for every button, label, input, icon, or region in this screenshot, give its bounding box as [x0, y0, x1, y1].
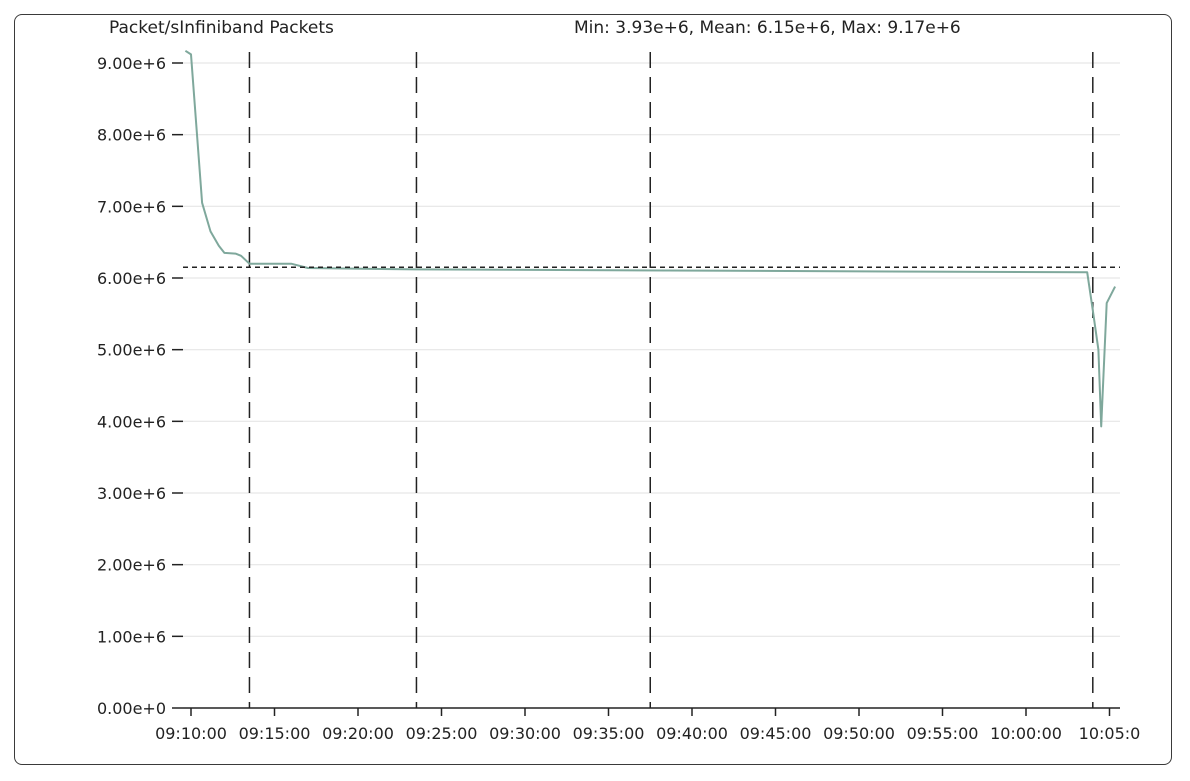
x-tick-label: 09:40:00 [656, 724, 728, 743]
x-tick-label: 09:55:00 [907, 724, 979, 743]
y-tick-label: 4.00e+6 [97, 412, 166, 431]
x-tick-label: 09:35:00 [573, 724, 645, 743]
y-tick-label: 1.00e+6 [97, 627, 166, 646]
series-line [184, 49, 1116, 428]
event-markers [248, 52, 1094, 708]
y-tick-label: 8.00e+6 [97, 126, 166, 145]
x-tick-label: 09:15:00 [239, 724, 311, 743]
x-tick-label: 09:10:00 [155, 724, 227, 743]
chart-panel [14, 14, 1172, 765]
y-tick-label: 2.00e+6 [97, 556, 166, 575]
y-tick-label: 6.00e+6 [97, 269, 166, 288]
series-layer [184, 49, 1116, 428]
x-axis: 09:10:00 09:15:00 09:20:00 09:25:00 09:30:00… [155, 707, 1141, 743]
x-tick-label: 10:00:00 [990, 724, 1062, 743]
y-tick-label: 9.00e+6 [97, 54, 166, 73]
y-tick-label: 0.00e+0 [97, 699, 166, 718]
y-axis: 0.00e+0 1.00e+6 2.00e+6 3.00e+6 4.00e+6 5.00e… [97, 54, 183, 718]
stats-summary: Min: 3.93e+6, Mean: 6.15e+6, Max: 9.17e+… [574, 18, 961, 38]
x-tick-label: 10:05:0 [1079, 724, 1141, 743]
x-tick-label: 09:25:00 [406, 724, 478, 743]
panel-title: Packet/sInfiniband Packets [109, 18, 334, 38]
x-tick-label: 09:45:00 [740, 724, 812, 743]
x-tick-label: 09:30:00 [489, 724, 561, 743]
x-tick-label: 09:50:00 [823, 724, 895, 743]
y-tick-label: 5.00e+6 [97, 341, 166, 360]
y-tick-label: 7.00e+6 [97, 197, 166, 216]
y-tick-label: 3.00e+6 [97, 484, 166, 503]
gridlines [183, 62, 1120, 637]
x-tick-label: 09:20:00 [322, 724, 394, 743]
